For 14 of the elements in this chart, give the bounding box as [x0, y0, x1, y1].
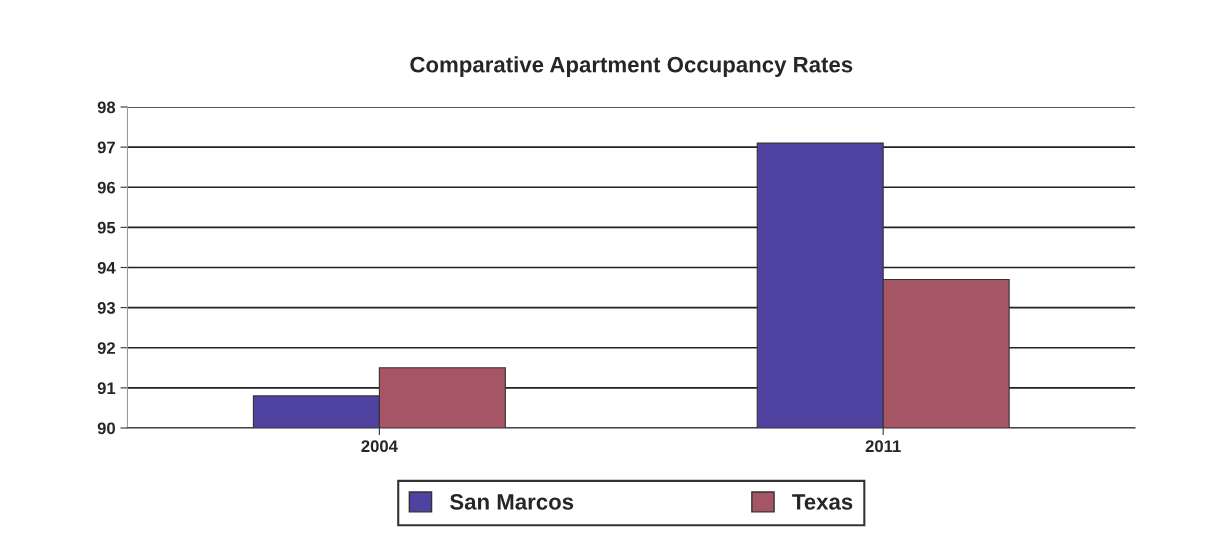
y-tick-label: 96 [97, 181, 116, 194]
chart-title: Comparative Apartment Occupancy Rates [410, 56, 853, 77]
x-tick-label: 2004 [361, 440, 398, 453]
legend-label: Texas [792, 494, 853, 510]
legend-label: San Marcos [449, 493, 574, 510]
y-tick-label: 91 [97, 382, 116, 395]
y-tick-label: 98 [97, 101, 116, 114]
y-tick-label: 92 [97, 342, 115, 354]
y-tick-label: 95 [97, 221, 116, 234]
x-tick-label: 2011 [865, 440, 901, 453]
y-tick-label: 93 [97, 302, 116, 314]
y-tick-label: 90 [97, 422, 115, 435]
y-tick-label: 94 [97, 261, 116, 274]
y-tick-label: 97 [97, 141, 115, 154]
